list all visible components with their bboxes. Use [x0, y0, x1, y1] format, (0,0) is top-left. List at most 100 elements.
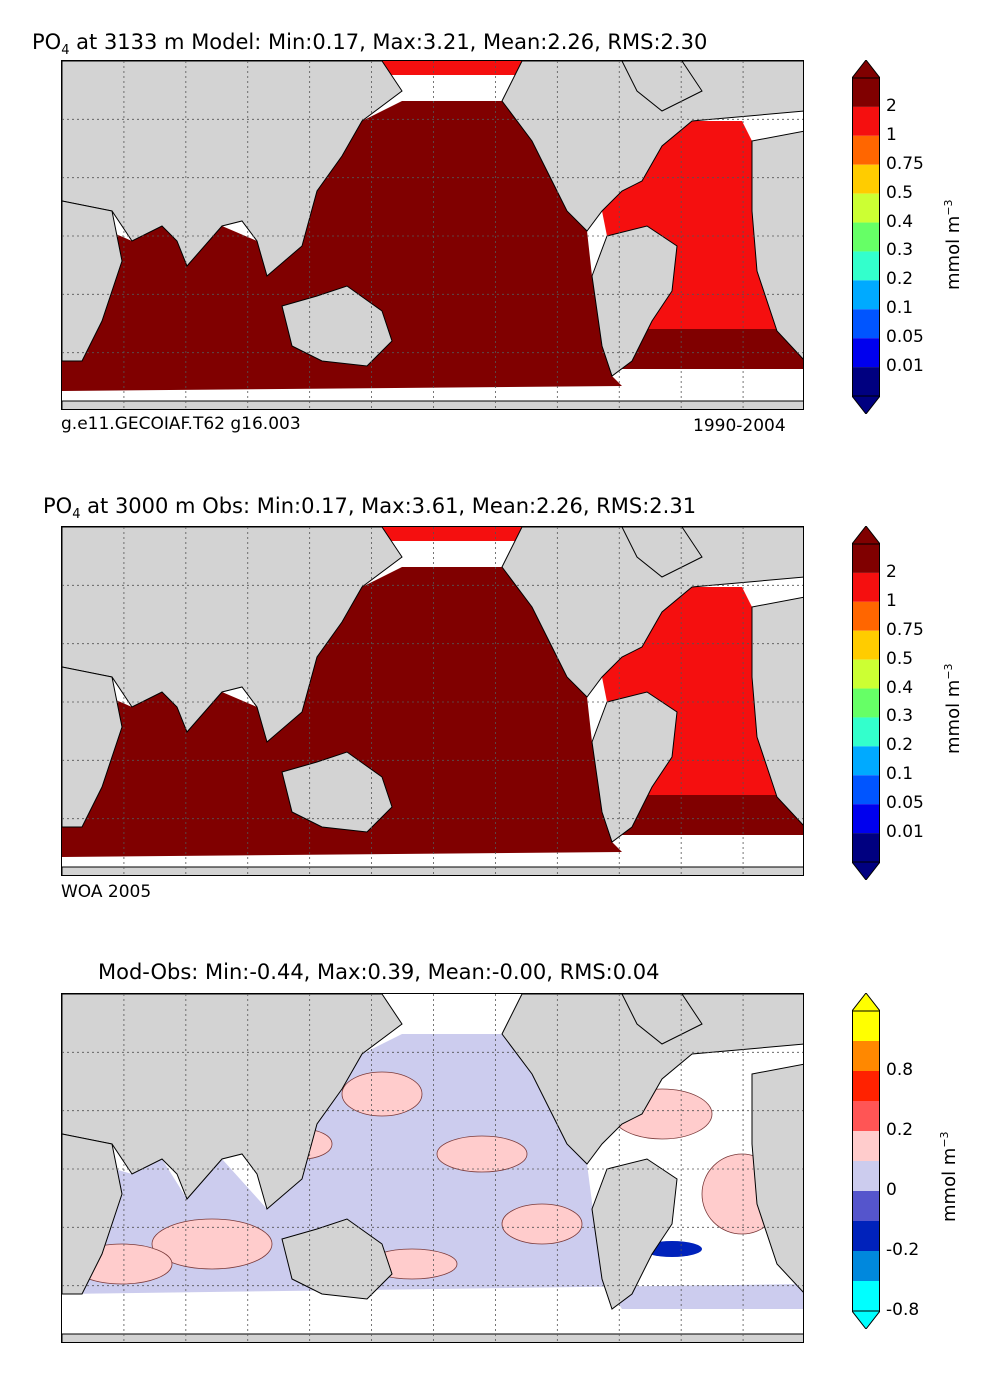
greenland-land: [621, 994, 703, 1045]
europe-africa-right-land: [751, 130, 803, 360]
colorbar-segment: [852, 222, 880, 252]
panel-3-colorbar-unit: mmol m−3: [938, 1131, 960, 1222]
colorbar-segment: [852, 601, 880, 631]
colorbar-segment: [852, 106, 880, 136]
colorbar-segment: [852, 338, 880, 368]
colorbar-segment: [852, 717, 880, 747]
colorbar-segment: [852, 1101, 880, 1131]
europe-africa-right-land: [751, 1063, 803, 1293]
colorbar-tick-label: 0.8: [886, 1060, 914, 1080]
panel-3-map: [61, 993, 804, 1343]
colorbar-segment: [852, 135, 880, 165]
panel-1-map: [61, 60, 804, 410]
panel-2-colorbar: [852, 526, 880, 880]
colorbar-tick-label: 0.2: [886, 1120, 914, 1140]
colorbar-segment: [852, 193, 880, 223]
colorbar-segment: [852, 367, 880, 396]
colorbar-segment: [852, 1251, 880, 1281]
colorbar-extend-max: [852, 60, 880, 79]
colorbar-extend-min: [852, 1310, 880, 1329]
colorbar-segment: [852, 164, 880, 194]
colorbar-segment: [852, 775, 880, 805]
colorbar-segment: [852, 1071, 880, 1101]
antarctica-land: [62, 1333, 803, 1342]
africa-land: [62, 1133, 123, 1295]
colorbar-segment: [852, 309, 880, 339]
north-america-land: [501, 61, 803, 232]
panel-2-map: [61, 526, 804, 876]
colorbar-tick-label: 0.1: [886, 764, 914, 785]
colorbar-segment: [852, 659, 880, 689]
map-canvas: [62, 994, 803, 1342]
colorbar-segment: [852, 630, 880, 660]
panel-1-colorbar-unit: mmol m−3: [942, 199, 964, 290]
colorbar-tick-label: 0.2: [886, 269, 914, 290]
colorbar-segment: [852, 1161, 880, 1191]
colorbar-extend-min: [852, 395, 880, 414]
positive-anomaly-patch: [436, 1135, 528, 1173]
pacific-indian-ocean-field: [62, 567, 622, 857]
europe-africa-right-land: [751, 596, 803, 826]
pacific-indian-ocean-field: [62, 101, 622, 391]
colorbar-segment: [852, 544, 880, 573]
colorbar-extend-min: [852, 861, 880, 880]
colorbar-tick-label: 0.4: [886, 677, 914, 698]
map-canvas: [62, 527, 803, 875]
positive-anomaly-patch: [341, 1071, 423, 1117]
colorbar-segment: [852, 804, 880, 834]
africa-land: [62, 666, 123, 828]
positive-anomaly-patch: [501, 1203, 583, 1245]
colorbar-tick-label: 0.4: [886, 211, 914, 232]
colorbar-graphic: [852, 993, 880, 1329]
colorbar-segment: [852, 746, 880, 776]
colorbar-frame: [852, 77, 880, 397]
colorbar-segment: [852, 1281, 880, 1311]
colorbar-segment: [852, 251, 880, 281]
colorbar-segment: [852, 280, 880, 310]
panel-3-colorbar: [852, 993, 880, 1329]
antarctica-land: [62, 400, 803, 409]
greenland-land: [621, 61, 703, 112]
colorbar-tick-label: 0.5: [886, 648, 914, 669]
colorbar-segment: [852, 1041, 880, 1071]
north-america-land: [501, 527, 803, 698]
colorbar-tick-label: 0.01: [886, 822, 924, 843]
colorbar-graphic: [852, 60, 880, 414]
colorbar-tick-label: 0.1: [886, 298, 914, 319]
panel-1-caption-left: g.e11.GECOIAF.T62 g16.003: [61, 414, 301, 434]
colorbar-frame: [852, 1010, 880, 1312]
panel-3-title: Mod-Obs: Min:-0.44, Max:0.39, Mean:-0.00…: [98, 960, 660, 984]
africa-land: [62, 200, 123, 362]
colorbar-tick-label: -0.2: [886, 1240, 920, 1260]
colorbar-tick-label: 0.05: [886, 327, 924, 348]
colorbar-tick-label: 0.5: [886, 182, 914, 203]
north-america-land: [501, 994, 803, 1165]
antarctica-land: [62, 866, 803, 875]
panel-2-title: PO4 at 3000 m Obs: Min:0.17, Max:3.61, M…: [43, 494, 697, 523]
colorbar-extend-max: [852, 526, 880, 545]
colorbar-segment: [852, 78, 880, 107]
colorbar-tick-label: -0.8: [886, 1300, 920, 1320]
colorbar-tick-label: 0.2: [886, 735, 914, 756]
colorbar-tick-label: 0.3: [886, 240, 914, 261]
colorbar-tick-label: 0.75: [886, 153, 924, 174]
colorbar-tick-label: 0.75: [886, 619, 924, 640]
colorbar-tick-label: 0.3: [886, 706, 914, 727]
colorbar-segment: [852, 1131, 880, 1161]
panel-1-title: PO4 at 3133 m Model: Min:0.17, Max:3.21,…: [32, 30, 708, 59]
colorbar-tick-label: 2: [886, 95, 897, 116]
colorbar-segment: [852, 1011, 880, 1041]
colorbar-frame: [852, 543, 880, 863]
colorbar-segment: [852, 1221, 880, 1251]
colorbar-segment: [852, 833, 880, 862]
colorbar-tick-label: 0: [886, 1180, 897, 1200]
southern-atlantic-deep-field: [622, 795, 803, 835]
southern-atlantic-deep-field: [622, 329, 803, 369]
panel-2-caption-left: WOA 2005: [61, 882, 152, 902]
colorbar-tick-label: 2: [886, 561, 897, 582]
map-canvas: [62, 61, 803, 409]
panel-2-colorbar-unit: mmol m−3: [942, 663, 964, 754]
colorbar-segment: [852, 572, 880, 602]
positive-anomaly-patch: [151, 1218, 273, 1270]
colorbar-segment: [852, 688, 880, 718]
